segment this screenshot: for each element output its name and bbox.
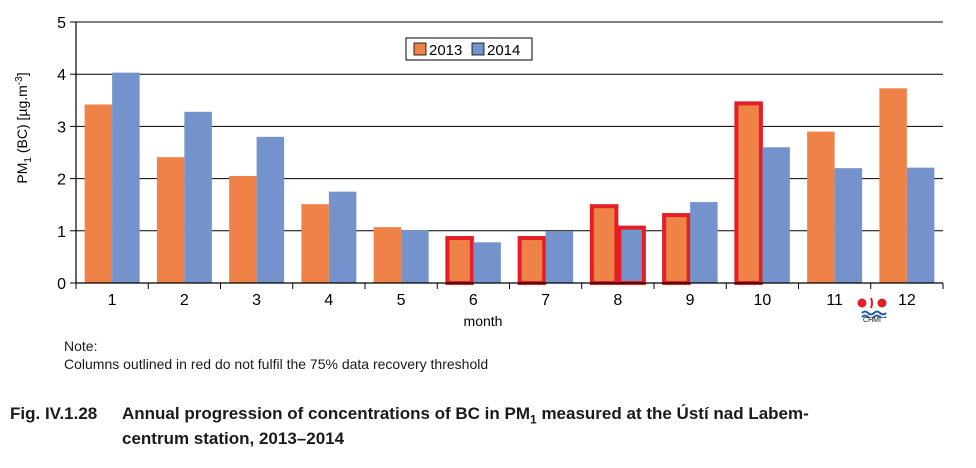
note-text: Columns outlined in red do not fulfil th…	[64, 356, 489, 372]
y-axis-label-sub: 1	[23, 157, 34, 163]
x-tick-label: 9	[686, 292, 695, 309]
bar-2014	[906, 167, 935, 283]
y-tick-label: 4	[57, 67, 66, 84]
x-axis-label: month	[464, 313, 503, 329]
bar-2014	[834, 168, 863, 283]
bar-2013	[229, 175, 257, 283]
chart-note: Note: Columns outlined in red do not ful…	[64, 337, 488, 373]
legend-label-2014: 2014	[487, 42, 520, 59]
gridlines	[76, 21, 943, 232]
bar-2014	[690, 202, 718, 283]
x-tick-label: 2	[180, 292, 189, 309]
y-tick-label: 5	[57, 15, 66, 32]
chmi-logo-icon	[857, 297, 887, 320]
bar-2013-outlined	[445, 236, 474, 286]
bar-2013	[807, 131, 835, 283]
bar-2013	[373, 227, 402, 283]
legend-label-2013: 2013	[429, 42, 462, 59]
axes	[70, 21, 944, 289]
x-tick-label: 12	[898, 292, 916, 309]
bar-2013	[301, 204, 329, 283]
chmi-logo-text: CHMI	[863, 317, 881, 324]
chmi-logo: CHMI	[852, 296, 892, 328]
x-tick-label: 8	[613, 292, 622, 309]
bar-2014	[473, 242, 501, 283]
y-tick-labels: 0 1 2 3 4 5	[57, 15, 66, 293]
x-tick-label: 11	[826, 292, 843, 309]
legend-swatch-2013	[413, 42, 427, 56]
note-title: Note:	[64, 338, 98, 354]
legend: 2013 2014	[405, 37, 533, 61]
y-tick-label: 2	[57, 172, 66, 189]
y-tick-label: 1	[57, 224, 66, 241]
x-tick-label: 5	[397, 292, 406, 309]
bar-2014	[762, 147, 790, 283]
bar-2013-outlined	[589, 204, 619, 285]
caption-text: Annual progression of concentrations of …	[122, 404, 809, 427]
bar-2013	[156, 157, 185, 283]
x-tick-label: 4	[324, 292, 333, 309]
x-tick-label: 3	[252, 292, 261, 309]
bar-2014	[545, 231, 574, 283]
x-tick-label: 10	[753, 292, 771, 309]
y-tick-label: 0	[57, 276, 66, 293]
x-tick-label: 7	[541, 292, 550, 309]
bar-2014	[184, 111, 212, 283]
bar-2013-outlined	[517, 236, 547, 286]
bar-2013-outlined	[662, 213, 691, 286]
bar-2013	[879, 88, 907, 283]
bar-2013-outlined	[734, 101, 763, 285]
y-axis-label: PM1 (BC) [µg.m-3]	[14, 72, 34, 183]
x-tick-labels: 1 2 3 4 5 6 7 8 9 10 11 12	[108, 292, 916, 309]
bar-2014	[401, 230, 429, 283]
bar-2013	[84, 104, 113, 283]
figure-number: Fig. IV.1.28	[10, 404, 98, 423]
bar-2014-outlined	[617, 225, 646, 286]
bar-2014	[256, 136, 285, 283]
y-tick-label: 3	[57, 119, 66, 136]
bar-2014	[328, 191, 357, 283]
legend-box	[405, 37, 533, 61]
caption-line2: centrum station, 2013–2014	[122, 429, 345, 449]
bars	[84, 72, 935, 286]
figure-caption: Fig. IV.1.28 Annual progression of concen…	[10, 404, 970, 449]
x-tick-label: 6	[469, 292, 478, 309]
x-tick-label: 1	[108, 292, 117, 309]
legend-swatch-2014	[471, 42, 485, 56]
bar-2014	[112, 72, 140, 283]
